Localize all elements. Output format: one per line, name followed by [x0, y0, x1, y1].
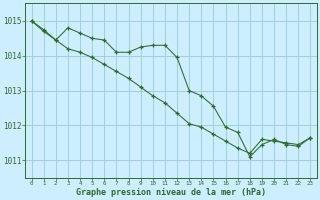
- X-axis label: Graphe pression niveau de la mer (hPa): Graphe pression niveau de la mer (hPa): [76, 188, 266, 197]
